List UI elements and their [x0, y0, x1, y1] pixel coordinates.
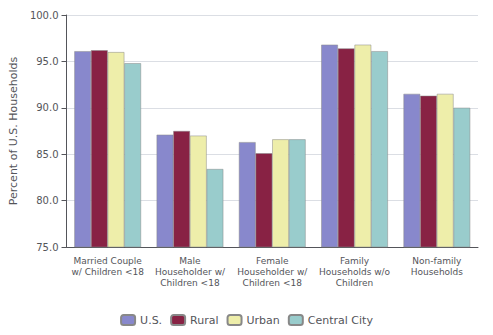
svg-text:Family: Family [340, 256, 370, 266]
svg-text:95.0: 95.0 [36, 56, 58, 67]
svg-text:80.0: 80.0 [36, 195, 58, 206]
svg-text:Children <18: Children <18 [160, 278, 220, 288]
svg-text:Non-family: Non-family [412, 256, 462, 266]
svg-text:90.0: 90.0 [36, 102, 58, 113]
svg-text:Rural: Rural [190, 314, 218, 327]
svg-text:Households: Households [411, 267, 464, 277]
svg-text:100.0: 100.0 [30, 10, 59, 21]
svg-text:Male: Male [179, 256, 201, 266]
svg-text:Urban: Urban [247, 314, 280, 327]
svg-text:Central City: Central City [308, 314, 374, 327]
svg-text:Married Couple: Married Couple [73, 256, 142, 266]
svg-text:w/ Children <18: w/ Children <18 [71, 267, 144, 277]
svg-text:Householder w/: Householder w/ [155, 267, 226, 277]
svg-text:75.0: 75.0 [36, 242, 58, 253]
svg-text:Children: Children [336, 278, 373, 288]
svg-text:U.S.: U.S. [140, 314, 162, 327]
svg-text:Households w/o: Households w/o [319, 267, 391, 277]
svg-text:Percent of U.S. Households: Percent of U.S. Households [7, 57, 20, 206]
svg-text:Householder w/: Householder w/ [237, 267, 308, 277]
svg-text:Female: Female [256, 256, 289, 266]
svg-text:85.0: 85.0 [36, 149, 58, 160]
svg-text:Children <18: Children <18 [243, 278, 303, 288]
